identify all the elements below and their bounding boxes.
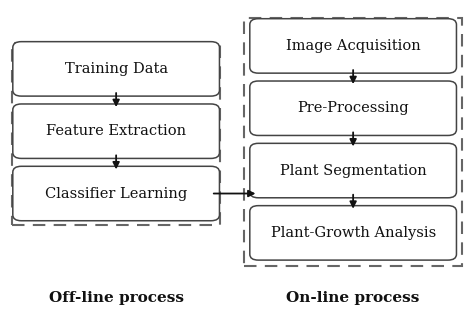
FancyBboxPatch shape: [13, 104, 219, 158]
FancyBboxPatch shape: [250, 206, 456, 260]
Text: Training Data: Training Data: [64, 62, 168, 76]
Text: Off-line process: Off-line process: [49, 292, 183, 305]
Bar: [244, 18, 462, 266]
Bar: [12, 43, 220, 225]
FancyBboxPatch shape: [250, 19, 456, 73]
Text: Feature Extraction: Feature Extraction: [46, 124, 186, 138]
Text: Pre-Processing: Pre-Processing: [297, 101, 409, 115]
Text: Plant-Growth Analysis: Plant-Growth Analysis: [271, 226, 436, 240]
Text: On-line process: On-line process: [286, 292, 420, 305]
FancyBboxPatch shape: [13, 42, 219, 96]
FancyBboxPatch shape: [13, 166, 219, 221]
Text: Image Acquisition: Image Acquisition: [286, 39, 420, 53]
FancyBboxPatch shape: [250, 143, 456, 198]
Text: Classifier Learning: Classifier Learning: [45, 187, 187, 200]
FancyBboxPatch shape: [250, 81, 456, 135]
Text: Plant Segmentation: Plant Segmentation: [280, 164, 427, 177]
